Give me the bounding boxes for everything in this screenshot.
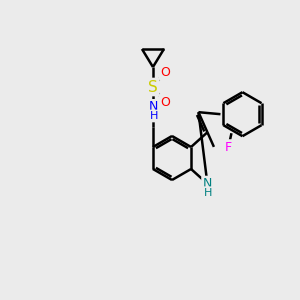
Text: O: O [160, 65, 170, 79]
Text: F: F [225, 141, 232, 154]
Text: H: H [150, 111, 158, 121]
Text: H: H [204, 188, 213, 198]
Text: N: N [148, 100, 158, 113]
Text: N: N [203, 177, 212, 190]
Text: S: S [148, 80, 158, 94]
Text: O: O [160, 95, 170, 109]
